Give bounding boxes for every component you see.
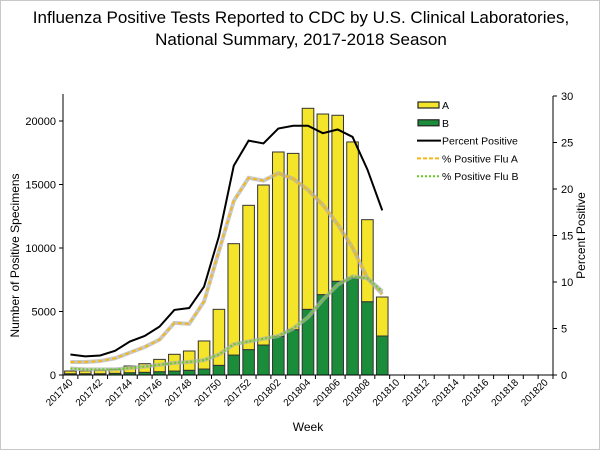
x-tick-label: 201820 (519, 377, 551, 409)
bar-b (182, 369, 196, 376)
y2-tick-label: 30 (561, 91, 573, 103)
y2-tick-label: 20 (561, 184, 573, 196)
bar-a (272, 151, 285, 337)
x-tick-label: 201748 (163, 377, 195, 409)
x-axis-title: Week (293, 420, 324, 434)
x-tick-label: 201810 (371, 377, 403, 409)
bar-a (331, 114, 344, 282)
y2-tick-label: 10 (561, 277, 573, 289)
bar-a (301, 107, 315, 310)
y2-tick-label: 0 (561, 370, 567, 382)
bar-a (257, 184, 270, 346)
legend-label: A (442, 100, 449, 112)
bar-b (375, 335, 389, 376)
line--positive-flu-a (70, 172, 383, 363)
bar-b (242, 349, 255, 376)
bar-b (361, 301, 374, 376)
chart-title-line: Influenza Positive Tests Reported to CDC… (33, 8, 569, 27)
bar-b (272, 335, 285, 376)
y-tick-label: 5000 (32, 307, 56, 319)
bar-b (168, 370, 181, 376)
bar-a (361, 219, 374, 303)
x-tick-label: 201804 (282, 377, 314, 409)
bar-a (197, 340, 211, 370)
y2-tick-label: 5 (561, 324, 567, 336)
legend-label: % Positive Flu B (442, 171, 518, 183)
x-tick-label: 201746 (133, 377, 165, 409)
y2-axis-title: Percent Positive (574, 192, 588, 279)
bar-b (227, 354, 241, 376)
y2-tick-label: 15 (561, 231, 573, 243)
x-tick-label: 201816 (460, 377, 492, 409)
x-tick-label: 201806 (311, 377, 343, 409)
bar-a (227, 243, 241, 356)
legend-label: Percent Positive (442, 136, 518, 148)
bar-b (346, 277, 359, 376)
x-tick-label: 201812 (401, 377, 433, 409)
x-tick-label: 201742 (74, 377, 106, 409)
x-tick-label: 201744 (104, 377, 136, 409)
x-tick-label: 201752 (222, 377, 254, 409)
x-tick-label: 201818 (490, 377, 522, 409)
x-tick-label: 201750 (193, 377, 225, 409)
bar-a (212, 308, 226, 366)
bar-a (375, 296, 389, 337)
x-tick-label: 201808 (341, 377, 373, 409)
y-tick-label: 20000 (25, 116, 56, 128)
bar-b (331, 280, 344, 376)
bar-a (64, 370, 77, 375)
bar-b (286, 329, 300, 376)
bar-b (212, 364, 226, 376)
legend-label: B (442, 118, 449, 130)
y2-tick-label: 25 (561, 138, 573, 150)
y-axis-title: Number of Positive Specimens (8, 173, 22, 337)
bar-b (197, 368, 211, 376)
legend: AB Percent Positive % Positive Flu A % Posi… (417, 100, 518, 183)
x-tick-label: 201814 (430, 377, 462, 409)
line-percent-positive (70, 124, 384, 358)
chart-title-line: National Summary, 2017-2018 Season (155, 30, 447, 49)
y-tick-label: 15000 (25, 180, 56, 192)
legend-swatch (417, 101, 440, 109)
y-tick-label: 10000 (25, 243, 56, 255)
legend-swatch (417, 119, 440, 127)
y-tick-label: 0 (50, 370, 56, 382)
bar-a (242, 204, 255, 351)
legend-label: % Positive Flu A (442, 153, 518, 165)
x-tick-label: 201802 (252, 377, 284, 409)
bar-b (257, 344, 270, 376)
line--positive-flu-b (70, 275, 383, 371)
